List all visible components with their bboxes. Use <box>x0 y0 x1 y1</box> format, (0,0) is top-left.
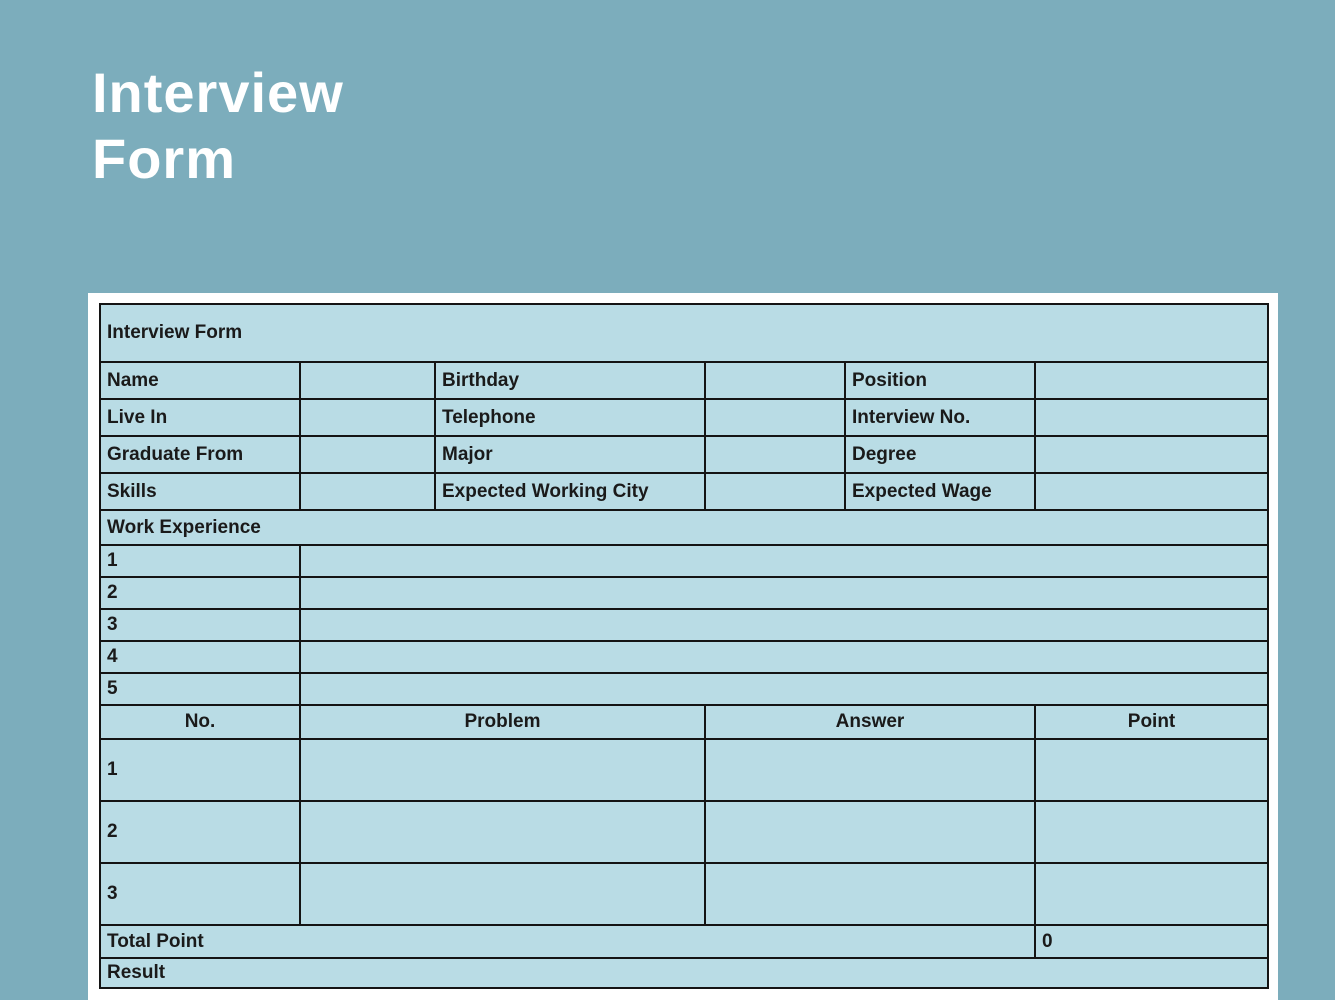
question-3-answer-cell[interactable] <box>704 862 1036 926</box>
work-exp-3-number: 3 <box>99 608 301 642</box>
field-value-telephone[interactable] <box>704 398 846 437</box>
work-exp-row-3: 3 <box>99 608 1270 642</box>
page-title: Interview Form <box>92 60 344 192</box>
question-3-problem-cell[interactable] <box>299 862 706 926</box>
work-exp-row-1: 1 <box>99 544 1270 578</box>
work-exp-2-value[interactable] <box>298 576 1270 610</box>
total-point-label: Total Point <box>99 924 1036 959</box>
form-title-row: Interview Form <box>98 303 1270 363</box>
work-exp-4-number: 4 <box>99 640 301 674</box>
work-exp-5-number: 5 <box>99 672 301 706</box>
field-label-degree: Degree <box>844 435 1036 474</box>
field-label-birthday: Birthday <box>434 361 706 400</box>
info-row-2: Live In Telephone Interview No. <box>99 398 1270 437</box>
field-value-graduate-from[interactable] <box>299 435 436 474</box>
question-3-point-cell[interactable] <box>1033 862 1270 926</box>
work-exp-3-value[interactable] <box>298 608 1270 642</box>
question-1-point-cell[interactable] <box>1033 738 1270 802</box>
page-title-line1: Interview <box>92 61 344 124</box>
field-label-position: Position <box>844 361 1036 400</box>
field-value-major[interactable] <box>704 435 846 474</box>
col-header-point: Point <box>1033 704 1270 740</box>
work-exp-row-4: 4 <box>99 640 1270 674</box>
interview-form-table: Interview Form Name Birthday Position Li… <box>98 303 1270 989</box>
field-value-position[interactable] <box>1033 361 1270 400</box>
field-value-skills[interactable] <box>299 472 436 511</box>
page-title-line2: Form <box>92 127 236 190</box>
section-label-work-experience: Work Experience <box>98 509 1270 546</box>
work-exp-2-number: 2 <box>99 576 301 610</box>
question-2-problem-cell[interactable] <box>299 800 706 864</box>
info-row-1: Name Birthday Position <box>99 361 1270 400</box>
field-label-interview-no: Interview No. <box>844 398 1036 437</box>
work-exp-4-value[interactable] <box>298 640 1270 674</box>
field-label-expected-wage: Expected Wage <box>844 472 1036 511</box>
total-point-value: 0 <box>1033 924 1270 959</box>
field-value-expected-wage[interactable] <box>1033 472 1270 511</box>
question-1-number: 1 <box>99 738 301 802</box>
col-header-problem: Problem <box>299 704 706 740</box>
question-row-3: 3 <box>99 862 1270 926</box>
work-exp-1-value[interactable] <box>298 544 1270 578</box>
field-label-name: Name <box>99 361 301 400</box>
work-exp-1-number: 1 <box>99 544 301 578</box>
field-label-skills: Skills <box>99 472 301 511</box>
work-exp-row-5: 5 <box>99 672 1270 706</box>
field-value-degree[interactable] <box>1033 435 1270 474</box>
field-value-expected-working-city[interactable] <box>704 472 846 511</box>
work-exp-row-2: 2 <box>99 576 1270 610</box>
field-value-live-in[interactable] <box>299 398 436 437</box>
form-title: Interview Form <box>98 303 1270 363</box>
field-value-interview-no[interactable] <box>1033 398 1270 437</box>
field-label-major: Major <box>434 435 706 474</box>
question-3-number: 3 <box>99 862 301 926</box>
total-point-row: Total Point 0 <box>99 924 1270 959</box>
col-header-no: No. <box>99 704 301 740</box>
field-label-telephone: Telephone <box>434 398 706 437</box>
info-row-4: Skills Expected Working City Expected Wa… <box>99 472 1270 511</box>
field-value-name[interactable] <box>299 361 436 400</box>
question-2-answer-cell[interactable] <box>704 800 1036 864</box>
field-label-live-in: Live In <box>99 398 301 437</box>
col-header-answer: Answer <box>704 704 1036 740</box>
field-label-expected-working-city: Expected Working City <box>434 472 706 511</box>
question-2-point-cell[interactable] <box>1033 800 1270 864</box>
question-1-answer-cell[interactable] <box>704 738 1036 802</box>
work-experience-section-row: Work Experience <box>98 509 1270 546</box>
form-panel: Interview Form Name Birthday Position Li… <box>88 293 1278 1000</box>
question-header-row: No. Problem Answer Point <box>99 704 1270 740</box>
field-value-birthday[interactable] <box>704 361 846 400</box>
work-exp-5-value[interactable] <box>298 672 1270 706</box>
question-2-number: 2 <box>99 800 301 864</box>
field-label-graduate-from: Graduate From <box>99 435 301 474</box>
result-row: Result <box>98 957 1270 989</box>
question-1-problem-cell[interactable] <box>299 738 706 802</box>
question-row-1: 1 <box>99 738 1270 802</box>
info-row-3: Graduate From Major Degree <box>99 435 1270 474</box>
question-row-2: 2 <box>99 800 1270 864</box>
result-label: Result <box>98 957 1270 989</box>
